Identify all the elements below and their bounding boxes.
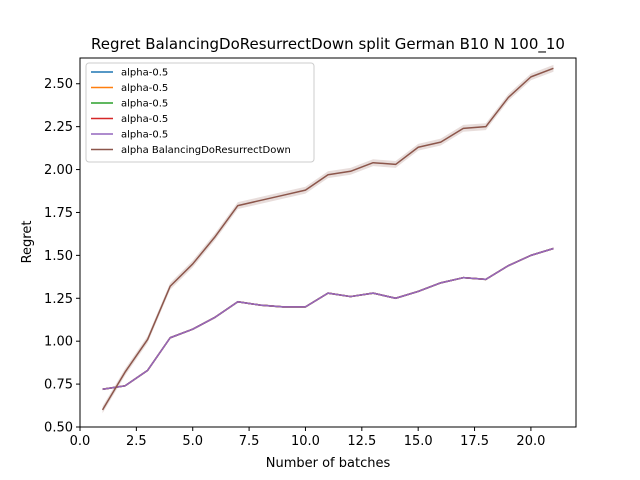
axes-frame: [79, 57, 577, 428]
x-tick-label-2: 5.0: [182, 434, 203, 449]
y-axis-label: Regret: [20, 221, 35, 264]
legend-label-5: alpha-0.5: [121, 130, 168, 141]
x-tick-label-3: 7.5: [239, 434, 260, 449]
y-tick-label-1: 0.75: [44, 378, 73, 393]
y-tick-label-2: 1.00: [44, 335, 73, 350]
y-tick-label-6: 2.00: [44, 163, 73, 178]
chart-title: Regret BalancingDoResurrectDown split Ge…: [91, 35, 565, 54]
y-tick-label-3: 1.25: [44, 292, 73, 307]
x-axis-label: Number of batches: [266, 456, 391, 471]
x-tick-label-1: 2.5: [126, 434, 147, 449]
y-tick-label-8: 2.50: [44, 77, 73, 92]
legend-label-6: alpha BalancingDoResurrectDown: [121, 145, 291, 156]
legend: alpha-0.5 alpha-0.5 alpha-0.5 alpha-0.5 alph…: [85, 62, 315, 163]
x-tick-label-5: 12.5: [347, 434, 376, 449]
y-tick-label-4: 1.50: [44, 249, 73, 264]
y-tick-label-0: 0.50: [44, 421, 73, 436]
legend-label-3: alpha-0.5: [121, 99, 168, 110]
series-6-confidence-band: [102, 64, 554, 414]
x-tick-label-0: 0.0: [70, 434, 91, 449]
y-tick-label-7: 2.25: [44, 120, 73, 135]
legend-label-4: alpha-0.5: [121, 114, 168, 125]
series-5-line: [102, 247, 554, 390]
legend-label-1: alpha-0.5: [121, 68, 168, 79]
legend-box: [85, 62, 315, 163]
ticks-layer: 0.0 2.5 5.0 7.5 10.0 12.5 15.0 17.5 20.0 0.50 0.75…: [44, 77, 545, 449]
y-tick-label-5: 1.75: [44, 206, 73, 221]
x-tick-label-8: 20.0: [516, 434, 545, 449]
x-tick-label-7: 17.5: [460, 434, 489, 449]
legend-label-2: alpha-0.5: [121, 83, 168, 94]
plot-layer: [101, 64, 554, 414]
series-6-line: [101, 67, 554, 411]
x-tick-label-6: 15.0: [404, 434, 433, 449]
x-tick-label-4: 10.0: [291, 434, 320, 449]
